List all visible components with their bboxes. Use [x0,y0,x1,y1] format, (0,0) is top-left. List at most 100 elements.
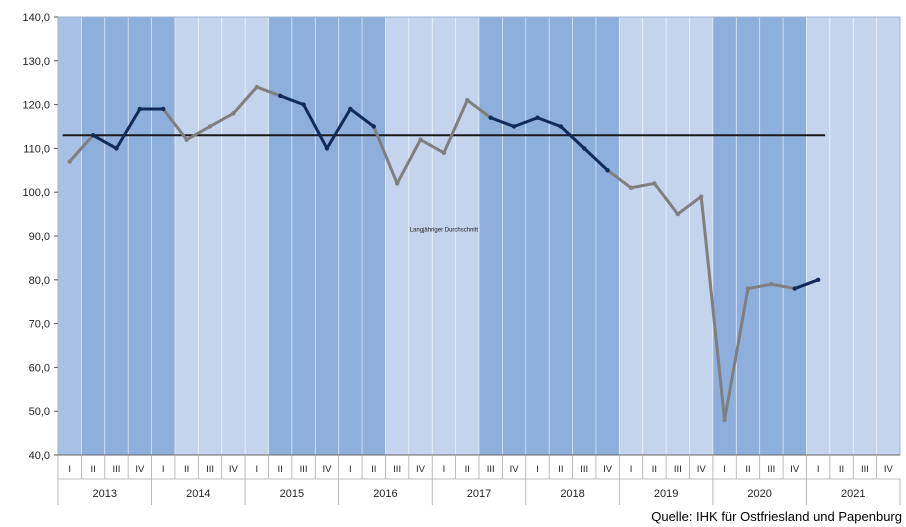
quarter-label: II [371,464,376,475]
quarter-label: IV [229,464,239,475]
quarter-band [525,17,550,455]
series-segment [161,107,189,142]
quarter-band [362,17,386,455]
y-tick-label: 60,0 [29,362,50,374]
quarter-band [549,17,573,455]
series-segment [91,133,118,150]
quarter-band [876,17,900,455]
quarter-band [783,17,807,455]
data-point [394,181,400,186]
quarter-band [174,17,199,455]
quarter-label: III [393,464,401,475]
data-point [161,106,166,112]
quarter-label: I [162,464,165,475]
quarter-label: III [767,464,775,475]
quarter-label: I [255,464,258,475]
y-tick-label: 120,0 [22,100,50,112]
quarter-label: IV [135,464,145,475]
series-segment [302,103,329,150]
data-point [698,194,704,199]
series-segment [512,116,539,128]
series-segment [372,125,399,185]
data-point [137,106,143,112]
data-point [371,124,376,129]
series-segment [231,85,259,115]
quarter-label: IV [603,464,613,475]
data-point [675,211,681,217]
quarter-label: I [349,464,352,475]
series-segment [746,282,773,291]
quarter-band [853,17,877,455]
reference-line-label: Langjähriger Durchschnitt [410,228,479,234]
series-segment [68,133,95,164]
year-label: 2013 [93,488,117,500]
quarter-band [245,17,269,455]
quarter-band [291,17,316,455]
data-point [582,146,587,151]
quarter-label: I [630,464,633,475]
series-segment [652,181,680,216]
y-tick-label: 110,0 [23,143,50,155]
data-point [67,159,72,164]
quarter-band [455,17,479,455]
data-point [535,115,540,120]
y-tick-label: 50,0 [29,406,50,418]
quarter-band [151,17,175,455]
data-point [511,124,517,129]
data-point [301,102,306,107]
quarter-label: II [839,464,844,475]
quarter-label: III [861,464,869,475]
data-point [348,106,353,112]
data-point [90,133,96,138]
quarter-band [268,17,292,455]
data-point [465,98,470,103]
quarter-band [128,17,152,455]
data-point [254,84,260,90]
series-segment [699,195,727,422]
data-point [488,115,493,120]
quarter-band [689,17,713,455]
quarter-band [502,17,526,455]
series-segment [723,287,750,422]
quarter-label: III [206,464,214,475]
quarter-label: IV [790,464,800,475]
quarter-label: I [443,464,446,475]
series-segment [676,195,703,216]
data-point [184,137,189,142]
quarter-label: II [745,464,750,475]
source-note: Quelle: IHK für Ostfriesland und Papenbu… [651,509,902,524]
quarter-band [81,17,105,455]
series-segment [629,181,656,190]
quarter-band [338,17,363,455]
quarter-label: IV [697,464,707,475]
data-point [114,146,119,151]
data-point [792,286,797,291]
quarter-band [432,17,456,455]
data-point [207,124,213,129]
quarter-label: IV [416,464,426,475]
data-point [324,146,330,151]
y-tick-label: 90,0 [29,231,50,243]
data-point [652,181,657,186]
quarter-band [58,17,82,455]
line-chart: 140,0 130,0 120,0 110,0 100,0 90,0 80,0 70,0 60,… [22,12,901,505]
y-tick-label: 130,0 [22,56,50,68]
quarter-label: II [652,464,657,475]
series-segment [185,125,212,142]
quarter-band [198,17,222,455]
data-point [815,277,821,282]
quarter-band [315,17,339,455]
series-segment [582,146,610,172]
data-point [605,168,610,173]
quarter-band [619,17,643,455]
data-point [231,111,236,116]
quarter-label: III [580,464,588,475]
quarter-band [385,17,409,455]
quarter-band [712,17,737,455]
series-segment [559,125,586,150]
data-point [418,137,423,142]
series-segment [793,278,820,291]
quarter-label: IV [510,464,520,475]
series-segment [769,282,797,291]
quarter-band [736,17,760,455]
